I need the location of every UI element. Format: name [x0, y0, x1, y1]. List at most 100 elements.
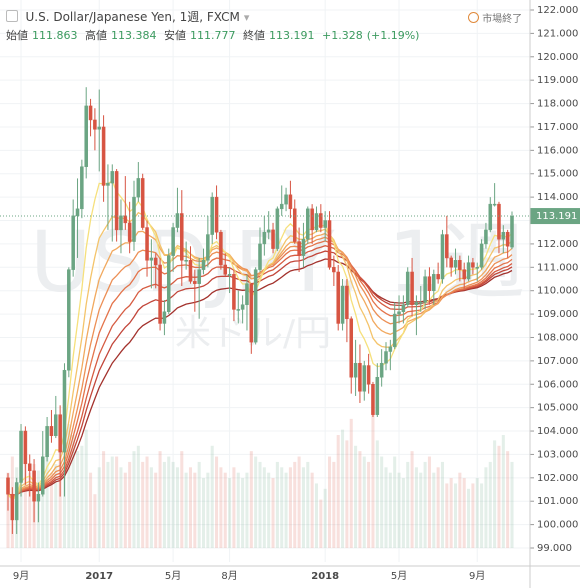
candle-body	[166, 255, 171, 312]
candle-body	[180, 213, 184, 261]
volume-bar	[488, 461, 492, 548]
y-tick-label: 119.000	[537, 75, 578, 86]
candle-body	[49, 426, 54, 436]
status-icon	[468, 12, 479, 23]
volume-bar	[201, 478, 206, 548]
y-tick-label: 122.000	[537, 5, 578, 16]
volume-bar	[349, 418, 353, 548]
volume-bar	[458, 472, 462, 548]
candle-body	[432, 274, 436, 291]
ma-line	[7, 211, 513, 499]
volume-bar	[49, 472, 53, 548]
title: U.S. Dollar/Japanese Yen, 1週, FXCM	[25, 10, 240, 24]
volume-bar	[110, 456, 114, 548]
candle-body	[54, 414, 58, 436]
candle-body	[175, 213, 180, 228]
market-status[interactable]: 市場終了	[468, 10, 522, 25]
y-tick-label: 105.000	[537, 403, 578, 414]
volume-bar	[293, 461, 297, 548]
volume-bar	[319, 499, 323, 548]
candle-body	[271, 229, 275, 249]
status-text: 市場終了	[482, 14, 523, 25]
open-value: 111.863	[32, 29, 78, 42]
candle-body	[484, 229, 488, 245]
volume-bar	[410, 451, 414, 548]
candle-body	[266, 229, 271, 233]
volume-bar	[236, 472, 240, 548]
candle-body	[123, 215, 128, 224]
candle-body	[314, 213, 319, 231]
candle-body	[132, 196, 136, 242]
candle-body	[158, 264, 162, 324]
candle-body	[249, 283, 254, 343]
volume-bar	[414, 467, 418, 548]
candle-body	[471, 262, 475, 268]
candle-body	[332, 267, 336, 273]
y-tick-label: 110.000	[537, 286, 578, 297]
y-tick-label: 120.000	[537, 52, 578, 63]
volume-bar	[28, 472, 32, 548]
volume-bar	[84, 429, 88, 548]
candle-body	[236, 309, 241, 311]
low-value: 111.777	[190, 29, 236, 42]
volume-bar	[384, 467, 388, 548]
x-tick-label: 9月	[469, 570, 485, 582]
candle-body	[219, 231, 223, 266]
volume-bar	[327, 456, 332, 548]
high-label: 高値	[85, 29, 107, 42]
candle-body	[375, 376, 380, 415]
low-label: 安値	[164, 29, 186, 42]
candle-body	[340, 285, 345, 324]
candle-body	[379, 362, 384, 378]
candle-body	[336, 271, 340, 324]
symbol-icon[interactable]	[6, 10, 18, 22]
candle-body	[223, 264, 228, 275]
volume-bar	[393, 456, 397, 548]
candle-body	[232, 274, 236, 310]
candle-body	[88, 105, 93, 121]
candle-body	[362, 365, 367, 392]
candle-body	[40, 456, 45, 495]
volume-bar	[345, 440, 349, 548]
candle-body	[27, 463, 32, 472]
candle-body	[214, 196, 219, 233]
volume-bar	[362, 456, 366, 548]
y-tick-label: 109.000	[537, 309, 578, 320]
ma-line	[7, 230, 513, 498]
candle-body	[227, 274, 232, 276]
candle-body	[353, 362, 358, 378]
volume-bar	[158, 451, 162, 548]
candle-body	[75, 208, 80, 217]
volume-bar	[445, 483, 449, 548]
candle-body	[245, 283, 249, 305]
volume-bar	[332, 461, 336, 548]
candle-body	[119, 215, 123, 231]
volume-bar	[93, 494, 97, 548]
dropdown[interactable]: ▾	[243, 11, 250, 24]
volume-bar	[419, 472, 423, 548]
candle-body	[301, 238, 306, 256]
close-value: 113.191	[269, 29, 315, 42]
volume-bar	[71, 435, 75, 548]
volume-bar	[41, 461, 45, 548]
x-tick-label: 8月	[221, 570, 237, 582]
y-tick-label: 108.000	[537, 332, 578, 343]
volume-bar	[440, 461, 445, 548]
volume-bar	[145, 456, 149, 548]
candle-body	[319, 213, 323, 228]
candle-body	[410, 271, 414, 305]
candle-body	[114, 171, 119, 231]
candle-body	[171, 227, 175, 256]
candle-body	[275, 208, 280, 249]
volume-bar	[97, 467, 101, 548]
volume-bar	[245, 472, 249, 548]
volume-bar	[141, 461, 145, 548]
volume-bar	[367, 461, 371, 548]
candle-body	[510, 215, 514, 248]
candle-body	[262, 231, 267, 245]
candle-body	[149, 257, 154, 261]
candle-body	[323, 220, 327, 228]
candle-body	[358, 362, 362, 392]
x-tick-label: 9月	[13, 570, 29, 582]
